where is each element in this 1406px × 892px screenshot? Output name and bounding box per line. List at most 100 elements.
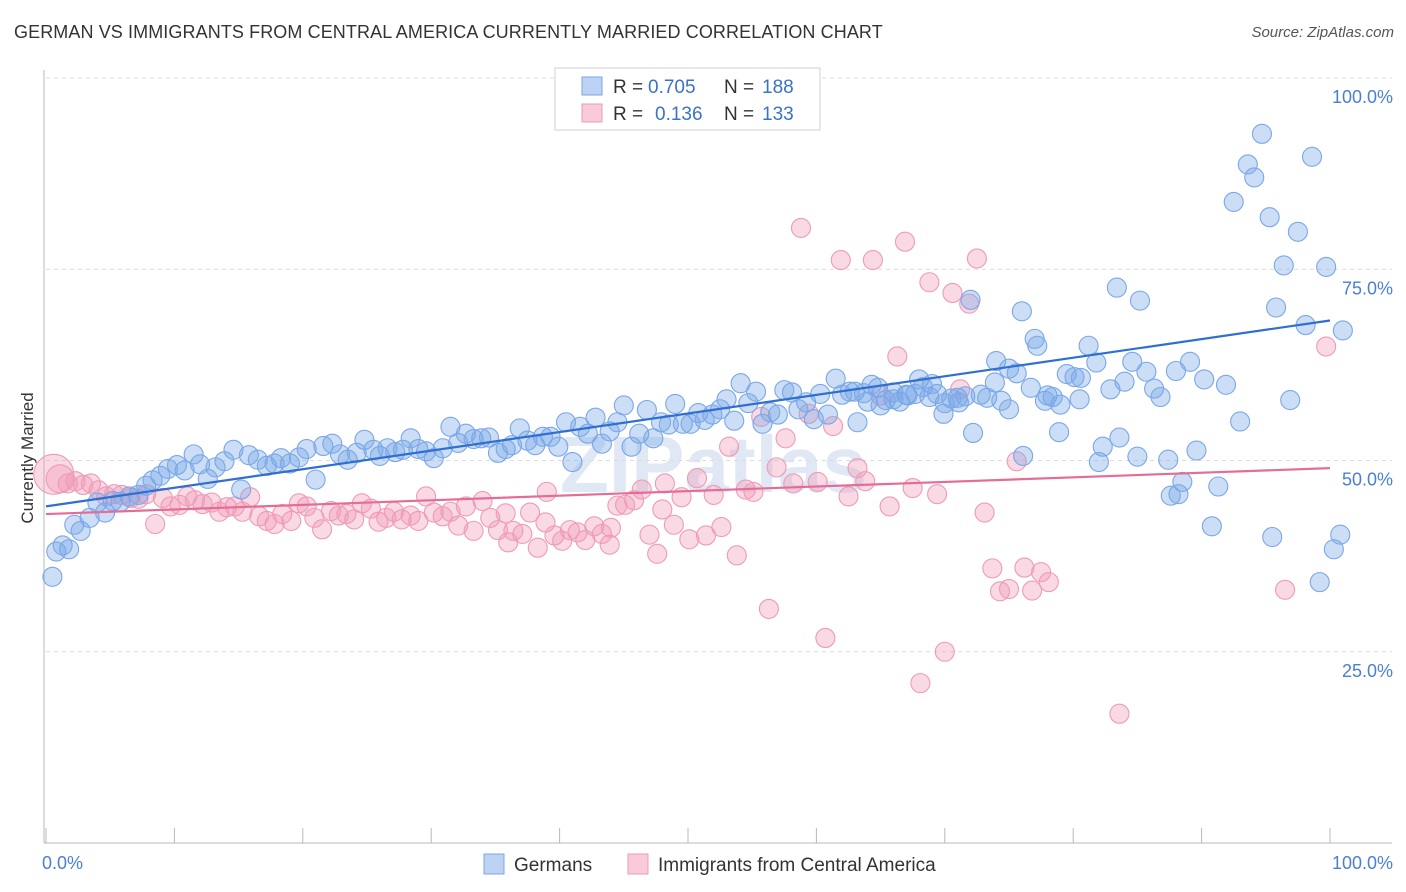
germans-point <box>296 438 317 460</box>
germans-point <box>767 404 788 425</box>
germans-point <box>1332 320 1353 341</box>
immigrants-point <box>281 510 302 531</box>
immigrants-point <box>448 515 469 536</box>
germans-point <box>817 404 839 425</box>
germans-point <box>724 410 745 431</box>
germans-point <box>1266 297 1287 318</box>
y-tick-label-50: 50.0% <box>1342 470 1393 490</box>
immigrants-point <box>527 537 548 558</box>
correlation-legend: R = 0.705 N = 188 R = 0.136 N = 133 <box>554 67 821 131</box>
germans-point <box>998 399 1020 420</box>
immigrants-point <box>408 510 429 531</box>
chart-source: Source: ZipAtlas.com <box>1251 24 1394 41</box>
immigrants-point <box>520 502 541 523</box>
germans-point <box>1194 369 1215 390</box>
legend-n-label-immigrants: N = <box>724 104 754 125</box>
immigrants-point <box>743 481 764 502</box>
germans-point <box>984 372 1005 393</box>
germans-point <box>947 387 968 408</box>
immigrants-point <box>328 505 349 526</box>
immigrants-point <box>652 499 673 520</box>
germans-point <box>183 444 204 465</box>
immigrants-point <box>495 503 516 524</box>
germans-point <box>883 389 904 410</box>
germans-point <box>613 395 634 416</box>
germans-point <box>1280 390 1301 411</box>
immigrants-point <box>480 507 501 528</box>
germans-point <box>1179 351 1201 372</box>
legend-n-label-germans: N = <box>724 77 754 98</box>
legend-r-label-immigrants: R = <box>613 104 643 125</box>
germans-series <box>42 123 1353 593</box>
bottom-legend: Germans Immigrants from Central America <box>483 853 936 876</box>
trend-lines <box>45 319 1331 516</box>
immigrants-point <box>1022 580 1043 601</box>
germans-point <box>46 541 67 562</box>
immigrants-point <box>982 558 1003 579</box>
immigrants-point <box>703 484 724 505</box>
germans-point <box>305 469 326 490</box>
immigrants-point <box>998 578 1020 600</box>
germans-point <box>1070 367 1091 388</box>
bottom-legend-swatch-germans <box>483 853 505 875</box>
germans-point <box>621 436 642 457</box>
legend-swatch-germans <box>581 76 603 96</box>
germans-point <box>1223 191 1244 212</box>
legend-r-label-germans: R = <box>613 77 643 98</box>
chart-title: GERMAN VS IMMIGRANTS FROM CENTRAL AMERIC… <box>14 22 883 42</box>
immigrants-point <box>751 406 772 427</box>
immigrants-point <box>624 490 645 511</box>
immigrants-point <box>783 473 804 494</box>
germans-point <box>231 479 252 500</box>
germans-point <box>1160 485 1181 506</box>
germans-point <box>1064 367 1085 388</box>
germans-point <box>400 428 421 449</box>
germans-point <box>760 402 781 423</box>
germans-point <box>1024 328 1045 349</box>
germans-point <box>174 460 195 481</box>
germans-point <box>1186 440 1207 461</box>
germans-point <box>1150 386 1171 408</box>
immigrants-point <box>600 517 622 538</box>
immigrants-point <box>559 520 580 541</box>
immigrants-point <box>536 481 557 502</box>
germans-point <box>1078 335 1099 356</box>
germans-point <box>1127 446 1148 467</box>
germans-point <box>788 399 809 420</box>
immigrants-point <box>830 250 851 271</box>
immigrants-point <box>615 494 636 515</box>
immigrants-point <box>296 496 317 517</box>
germans-point <box>658 414 679 435</box>
immigrants-point <box>847 458 868 479</box>
immigrants-point <box>1109 703 1130 724</box>
germans-point <box>934 393 955 414</box>
immigrants-point <box>599 534 620 555</box>
y-tick-label-100: 100.0% <box>1332 87 1393 107</box>
germans-point <box>1301 146 1323 167</box>
immigrants-point <box>974 502 995 523</box>
germans-point <box>1230 411 1251 432</box>
germans-point <box>746 381 767 402</box>
germans-point <box>1259 207 1280 228</box>
immigrants-point <box>862 250 883 271</box>
immigrants-point <box>686 468 708 489</box>
germans-point <box>223 439 244 460</box>
germans-point <box>548 436 569 457</box>
immigrants-point <box>711 517 732 538</box>
y-tick-label-75: 75.0% <box>1342 278 1393 298</box>
y-tick-label-25: 25.0% <box>1342 661 1393 681</box>
germans-point <box>1088 451 1109 473</box>
germans-point <box>986 350 1007 372</box>
x-tick-label-min: 0.0% <box>42 853 83 873</box>
germans-point <box>1037 385 1058 406</box>
immigrants-series <box>33 217 1337 724</box>
germans-point <box>322 433 343 454</box>
germans-point <box>1114 371 1135 392</box>
germans-point <box>585 407 606 428</box>
germans-point <box>1020 377 1041 398</box>
germans-point <box>1262 526 1283 548</box>
germans-point <box>1086 352 1107 373</box>
immigrants-point <box>360 498 381 519</box>
germans-point <box>752 413 773 434</box>
immigrants-point <box>934 641 955 662</box>
